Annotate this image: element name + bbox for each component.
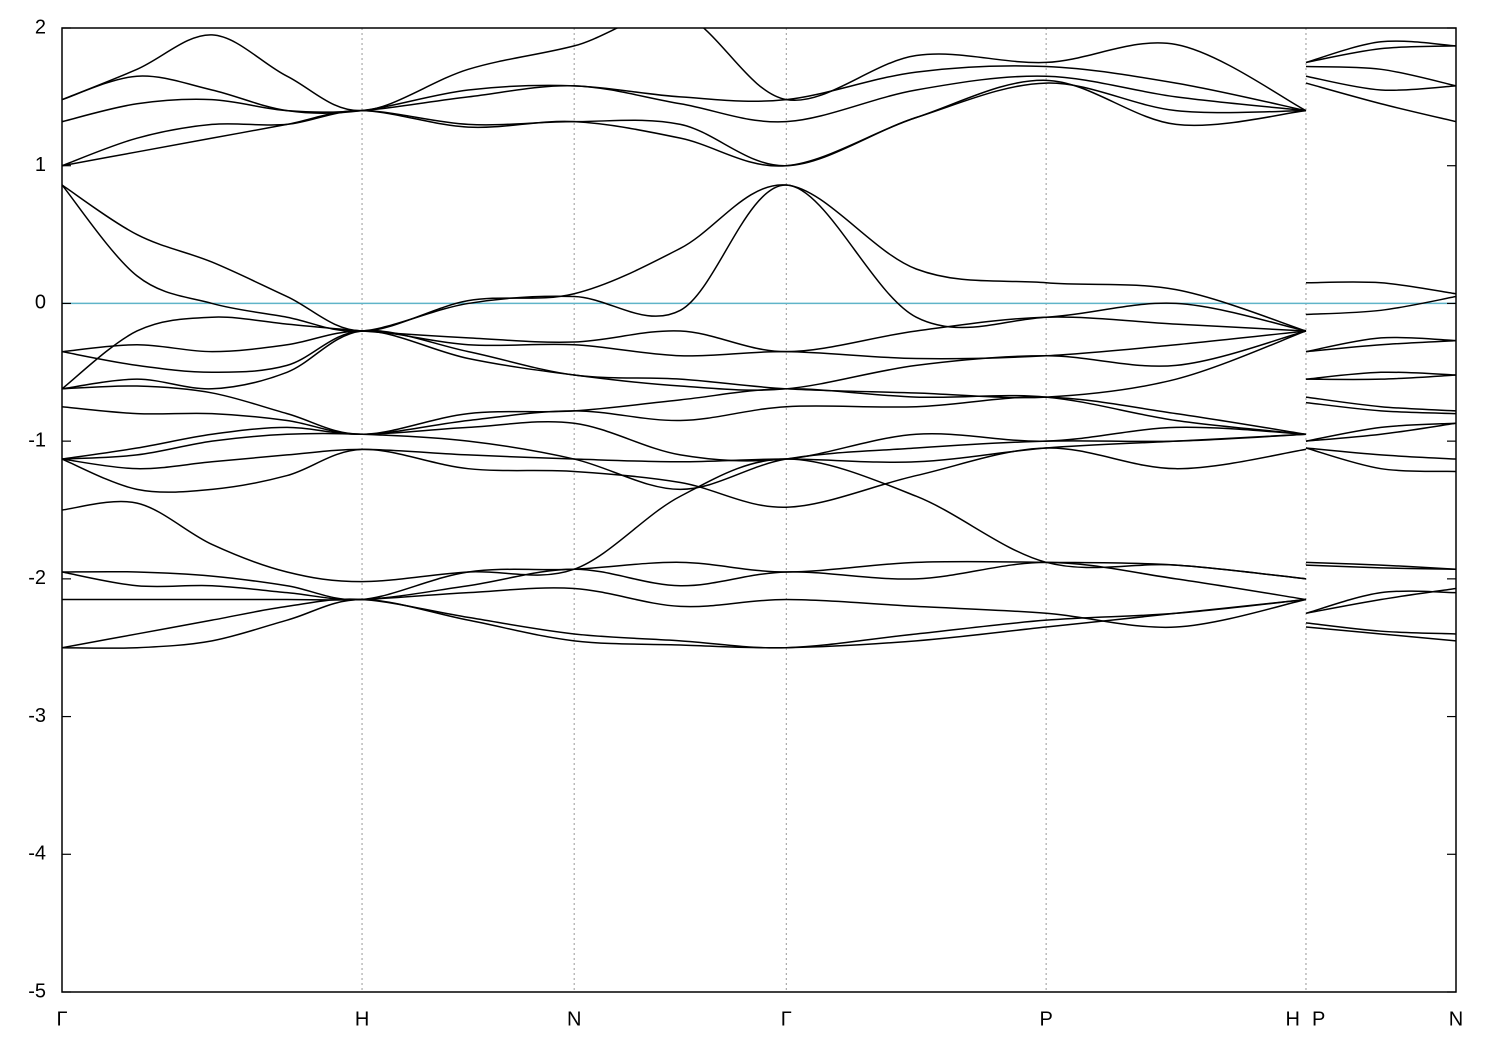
- band-line: [62, 587, 1456, 629]
- band-line: [62, 316, 1456, 390]
- y-tick-label: 2: [35, 16, 46, 38]
- x-tick-label: P: [1039, 1008, 1052, 1030]
- band-line: [62, 598, 1456, 649]
- band-line: [62, 79, 1456, 167]
- x-tick-label: H: [1286, 1008, 1300, 1030]
- y-tick-label: -1: [28, 429, 46, 451]
- x-tick-label: Γ: [781, 1008, 792, 1030]
- band-line: [62, 420, 1456, 462]
- y-tick-label: -4: [28, 843, 46, 865]
- band-line: [62, 75, 1456, 167]
- band-line: [62, 396, 1456, 436]
- x-tick-label: P: [1312, 1008, 1325, 1030]
- band-line: [62, 45, 1456, 114]
- band-line: [62, 598, 1456, 649]
- y-tick-label: -5: [28, 980, 46, 1002]
- y-tick-label: 0: [35, 292, 46, 314]
- band-line: [62, 184, 1456, 333]
- y-tick-label: -3: [28, 705, 46, 727]
- x-tick-label: N: [1449, 1008, 1463, 1030]
- band-line: [62, 385, 1456, 436]
- y-tick-label: 1: [35, 154, 46, 176]
- x-tick-label: Γ: [56, 1008, 67, 1030]
- plot-frame: [61, 27, 1457, 993]
- band-line: [62, 458, 1456, 583]
- band-line: [62, 330, 1456, 391]
- band-line: [62, 330, 1456, 360]
- band-line: [62, 329, 1456, 399]
- band-line: [62, 28, 1456, 112]
- band-line: [62, 65, 1456, 123]
- x-tick-label: N: [567, 1008, 581, 1030]
- band-line: [62, 433, 1456, 470]
- x-tick-label: H: [355, 1008, 369, 1030]
- band-line: [62, 184, 1456, 332]
- band-line: [62, 447, 1456, 508]
- band-line: [62, 422, 1456, 491]
- y-tick-label: -2: [28, 567, 46, 589]
